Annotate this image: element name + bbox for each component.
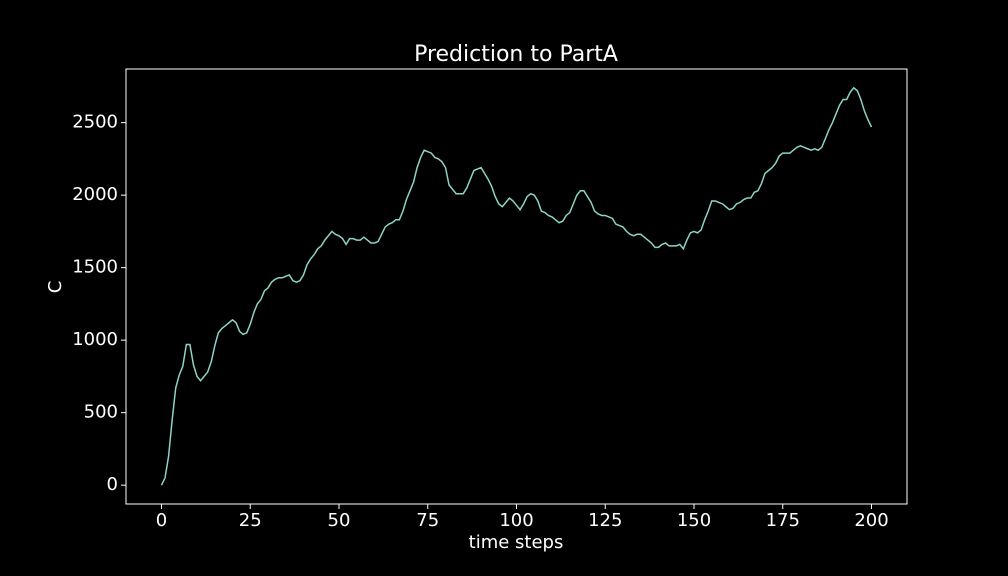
y-tick-label: 2000 [72,184,118,205]
y-tick-label: 1500 [72,257,118,278]
x-axis-label: time steps [469,532,564,553]
x-tick-label: 75 [416,510,439,531]
y-tick-label: 0 [107,474,118,495]
x-tick-label: 175 [766,510,800,531]
x-tick-label: 50 [328,510,351,531]
data-line [160,86,873,486]
x-tick-label: 100 [499,510,533,531]
y-tick-label: 1000 [72,329,118,350]
chart-title: Prediction to PartA [414,42,618,67]
y-axis-label: C [45,281,66,294]
x-tick-label: 125 [588,510,622,531]
x-tick-label: 0 [156,510,167,531]
y-tick-label: 500 [84,402,118,423]
y-tick-label: 2500 [72,112,118,133]
x-tick-label: 150 [677,510,711,531]
x-tick-label: 200 [854,510,888,531]
x-tick-label: 25 [239,510,262,531]
